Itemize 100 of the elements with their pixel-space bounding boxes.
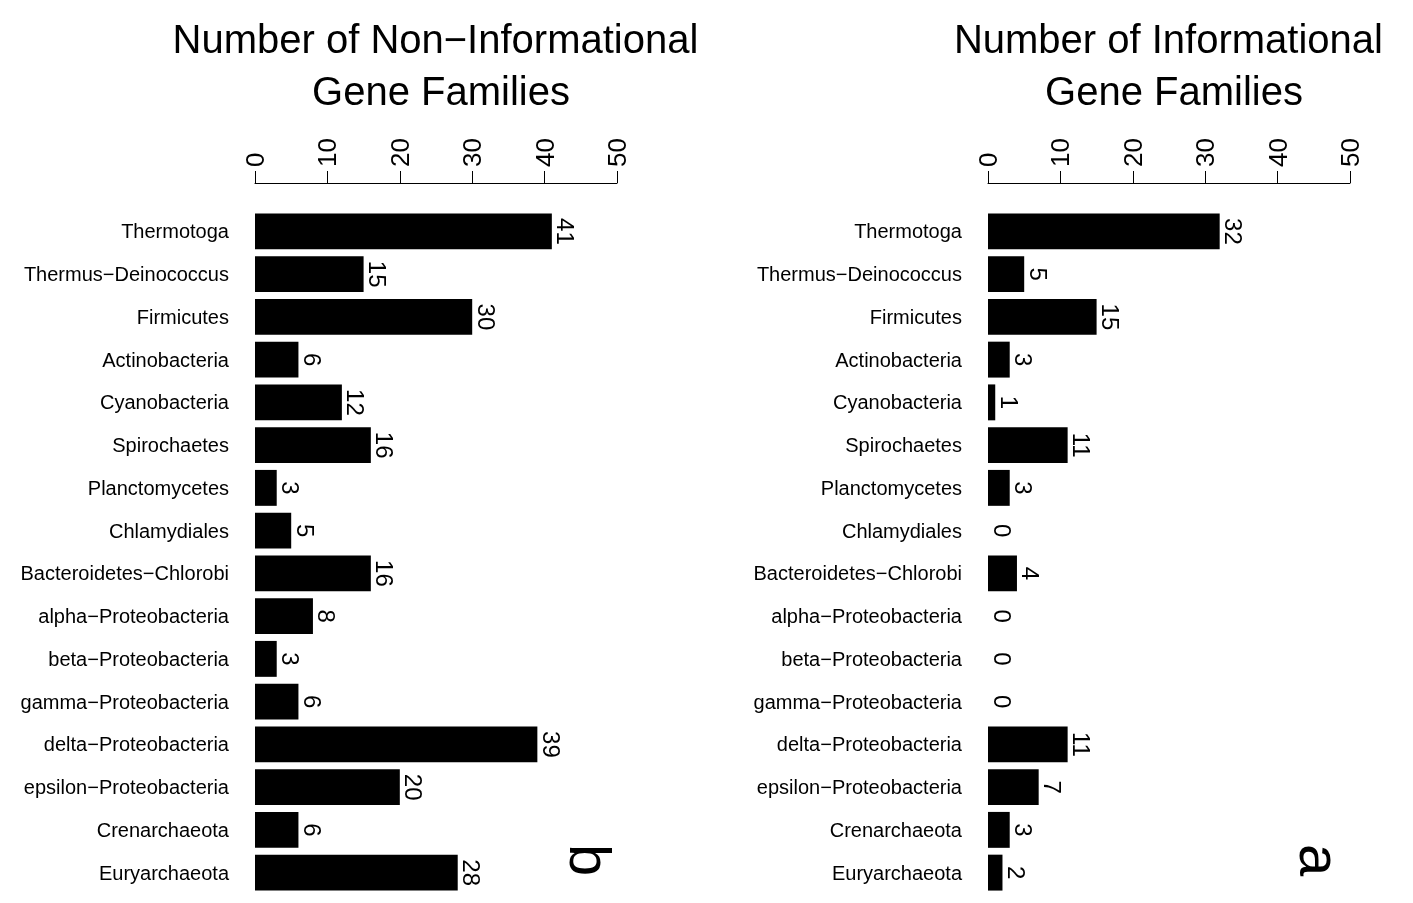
y-tick-label: epsilon−Proteobacteria (756, 776, 963, 799)
y-tick-label: Thermus−Deinococcus (23, 263, 229, 286)
data-label: 28 (458, 859, 486, 886)
x-tick-label: 0 (973, 152, 1003, 167)
y-tick-label: Crenarchaeota (829, 818, 963, 841)
bar (255, 854, 458, 891)
bar (255, 341, 299, 378)
bar (988, 427, 1068, 464)
bar (255, 726, 538, 763)
data-label: 5 (291, 523, 319, 538)
bar (255, 384, 342, 421)
y-tick-label: Chlamydiales (841, 519, 962, 542)
data-label: 16 (371, 431, 399, 459)
y-tick-label: epsilon−Proteobacteria (23, 776, 230, 799)
x-tick-label: 10 (312, 138, 343, 167)
data-label: 8 (313, 609, 341, 623)
y-tick-label: Chlamydiales (108, 519, 229, 542)
data-label: 20 (400, 773, 428, 801)
bar (255, 598, 313, 635)
y-tick-label: Cyanobacteria (833, 391, 963, 414)
bar (255, 683, 299, 720)
x-tick-label: 20 (384, 138, 415, 167)
bar (988, 769, 1039, 806)
data-label: 0 (988, 523, 1016, 538)
data-label: 3 (277, 652, 305, 666)
data-label: 5 (1024, 267, 1052, 281)
y-tick-label: delta−Proteobacteria (43, 733, 230, 756)
y-tick-label: Actinobacteria (835, 348, 963, 371)
y-tick-label: gamma−Proteobacteria (20, 690, 230, 713)
x-tick-label: 30 (457, 138, 488, 167)
data-label: 0 (988, 694, 1016, 709)
bar (988, 341, 1010, 378)
data-label: 1 (995, 395, 1023, 410)
bar (255, 640, 277, 677)
y-tick-label: Firmicutes (136, 305, 229, 328)
data-label: 0 (988, 652, 1016, 666)
y-tick-label: Euryarchaeota (98, 861, 230, 884)
data-label: 6 (298, 823, 326, 837)
x-tick-label: 10 (1045, 138, 1076, 167)
bar (988, 213, 1220, 250)
bar (255, 512, 292, 549)
bar (255, 555, 371, 592)
data-label: 39 (537, 731, 565, 758)
bar (988, 298, 1097, 335)
y-tick-label: Thermotoga (121, 220, 230, 243)
x-tick-label: 40 (529, 138, 560, 167)
y-tick-label: Euryarchaeota (831, 861, 963, 884)
y-tick-label: Spirochaetes (845, 434, 962, 457)
bar (988, 811, 1010, 848)
x-tick-label: 40 (1262, 138, 1293, 167)
bar (255, 811, 299, 848)
x-tick-label: 50 (1335, 138, 1365, 167)
annotation: a (1287, 843, 1353, 877)
y-tick-label: Bacteroidetes−Chlorobi (753, 562, 962, 585)
data-label: 3 (1010, 823, 1038, 837)
data-label: 6 (298, 352, 326, 367)
bar (988, 726, 1068, 763)
y-tick-label: beta−Proteobacteria (48, 647, 230, 670)
bar (988, 854, 1003, 891)
y-tick-label: Planctomycetes (87, 476, 229, 499)
bar (988, 469, 1010, 506)
y-tick-label: Bacteroidetes−Chlorobi (20, 562, 229, 585)
y-tick-label: delta−Proteobacteria (776, 733, 963, 756)
bar (988, 555, 1017, 592)
data-label: 15 (364, 260, 392, 288)
y-tick-label: beta−Proteobacteria (781, 647, 963, 670)
y-tick-label: alpha−Proteobacteria (771, 605, 963, 628)
data-label: 4 (1017, 566, 1045, 581)
y-tick-label: Planctomycetes (820, 476, 962, 499)
bar (255, 469, 277, 506)
y-tick-label: gamma−Proteobacteria (753, 690, 963, 713)
y-tick-label: Crenarchaeota (96, 818, 230, 841)
data-label: 41 (552, 218, 580, 245)
data-label: 2 (1002, 865, 1030, 880)
x-tick-label: 20 (1117, 138, 1148, 167)
bar (255, 298, 473, 335)
data-label: 0 (988, 609, 1016, 623)
x-tick-label: 0 (240, 152, 270, 167)
data-label: 30 (472, 303, 500, 331)
data-label: 16 (371, 560, 399, 587)
y-tick-label: Thermus−Deinococcus (756, 263, 962, 286)
y-tick-label: Thermotoga (854, 220, 963, 243)
y-tick-label: Spirochaetes (112, 434, 229, 457)
bar (255, 769, 400, 806)
data-label: 7 (1039, 780, 1067, 794)
data-label: 11 (1068, 432, 1096, 458)
data-label: 32 (1220, 218, 1248, 245)
bar (255, 427, 371, 464)
x-tick-label: 50 (602, 138, 632, 167)
data-label: 12 (342, 389, 370, 416)
data-label: 11 (1068, 731, 1096, 757)
y-tick-label: Cyanobacteria (100, 391, 230, 414)
bar (988, 384, 996, 421)
x-tick-label: 30 (1190, 138, 1221, 167)
data-label: 6 (298, 694, 326, 709)
chart-title: Number of Non−Informational Gene Families (172, 17, 710, 113)
bar (255, 213, 552, 250)
bar (988, 256, 1025, 293)
data-label: 3 (1010, 481, 1038, 495)
y-tick-label: Firmicutes (869, 305, 962, 328)
